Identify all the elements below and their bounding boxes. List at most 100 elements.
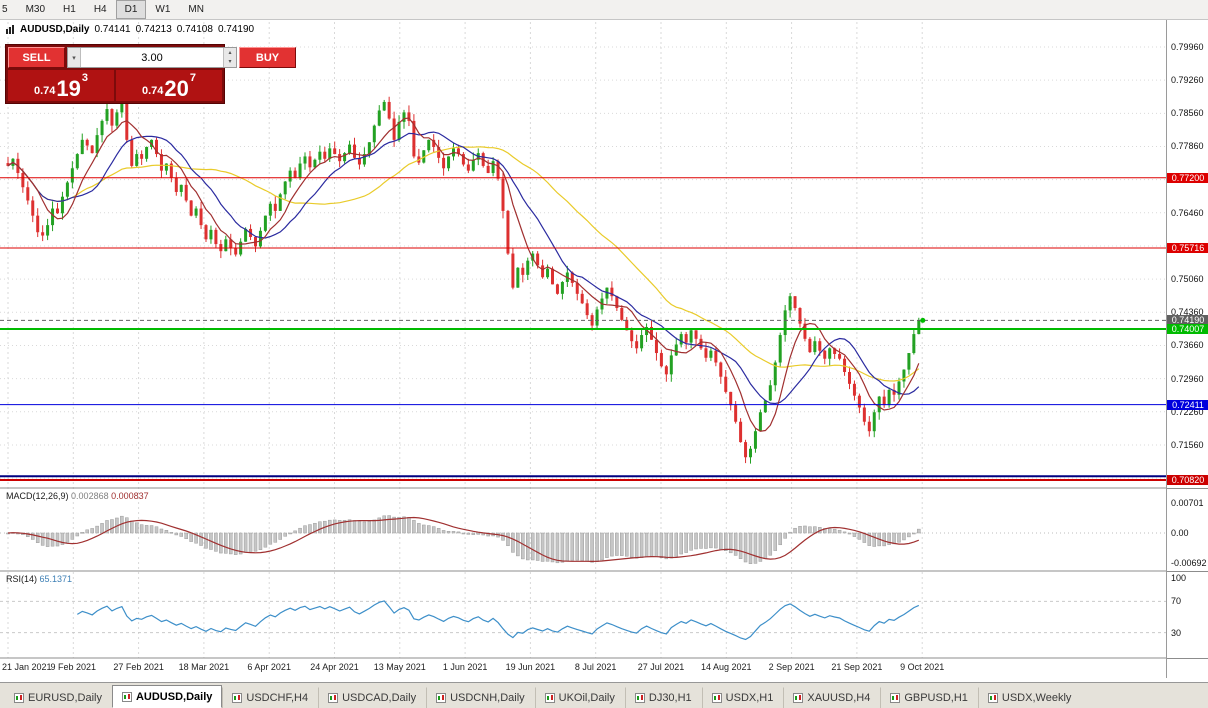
tab-label: USDX,H1	[725, 692, 774, 704]
tab-label: XAUUSD,H4	[807, 692, 871, 704]
ohlc-low: 0.74108	[176, 24, 213, 35]
chevron-up-icon: ▴	[228, 49, 232, 56]
sell-price-prefix: 0.74	[33, 85, 56, 97]
panel-separator	[1167, 571, 1208, 572]
date-label: 1 Jun 2021	[442, 662, 488, 672]
chart-tab-gbpusd-h1[interactable]: GBPUSD,H1	[880, 687, 978, 708]
buy-price-panel[interactable]: 0.74 20 7	[116, 70, 222, 101]
price-tick-label: 0.72260	[1171, 406, 1204, 417]
price-tick-label: 0.71560	[1171, 439, 1204, 450]
rsi-tick-label: 30	[1171, 627, 1182, 638]
date-label: 27 Jul 2021	[637, 662, 685, 672]
price-tick-label: 0.77860	[1171, 141, 1204, 152]
chart-tab-usdx-h1[interactable]: USDX,H1	[701, 687, 784, 708]
panel-separator	[1167, 658, 1208, 659]
macd-indicator-label: MACD(12,26,9) 0.002868 0.000837	[6, 491, 149, 501]
rsi-name: RSI(14)	[6, 574, 38, 584]
sell-button[interactable]: SELL	[8, 47, 65, 68]
candlestick-chart-icon	[121, 691, 132, 702]
date-label: 13 May 2021	[373, 662, 426, 672]
price-chart-canvas[interactable]	[0, 20, 1166, 678]
date-label: 8 Jul 2021	[574, 662, 617, 672]
price-badge: 0.74190	[1167, 315, 1208, 326]
date-label: 2 Sep 2021	[768, 662, 815, 672]
chart-tab-dj30-h1[interactable]: DJ30,H1	[624, 687, 702, 708]
macd-tick-label: 0.00	[1171, 528, 1189, 538]
price-tick-label: 0.78560	[1171, 108, 1204, 119]
buy-button[interactable]: BUY	[239, 47, 296, 68]
buy-price-big: 20	[164, 76, 189, 101]
rsi-tick-label: 100	[1171, 573, 1187, 583]
time-axis[interactable]: 21 Jan 2021 9 Feb 2021 27 Feb 2021 18 Mar 2…	[0, 658, 1166, 678]
chevron-down-icon: ▾	[72, 54, 76, 62]
tab-label: USDCAD,Daily	[342, 692, 417, 704]
timeframe-button-5[interactable]: 5	[0, 0, 17, 19]
tab-label: USDCNH,Daily	[450, 692, 525, 704]
candlestick-chart-icon	[987, 693, 998, 703]
candlestick-chart-icon	[544, 693, 555, 703]
date-label: 14 Aug 2021	[701, 662, 752, 672]
price-tick-label: 0.79960	[1171, 42, 1204, 52]
tab-label: AUDUSD,Daily	[135, 690, 213, 703]
volume-dropdown-button[interactable]: ▾	[68, 48, 81, 67]
volume-spinner: ▴ ▾	[223, 48, 236, 67]
candlestick-chart-icon	[328, 693, 339, 703]
trade-controls-row: SELL ▾ ▴ ▾ BUY	[8, 47, 296, 68]
candlestick-chart-icon	[890, 693, 901, 703]
sell-price-pip: 3	[81, 72, 89, 84]
chart-tab-audusd-daily[interactable]: AUDUSD,Daily	[111, 685, 223, 708]
price-tick-label: 0.76460	[1171, 207, 1204, 218]
candlestick-chart-icon	[711, 693, 722, 703]
price-axis[interactable]: 0.79960 0.79260 0.78560 0.77860 0.76460 0.750…	[1166, 20, 1208, 678]
volume-input[interactable]	[81, 48, 223, 67]
date-label: 19 Jun 2021	[505, 662, 556, 672]
macd-signal-value: 0.000837	[111, 491, 149, 501]
timeframe-button-h1[interactable]: H1	[54, 0, 85, 19]
volume-down-button[interactable]: ▾	[224, 57, 236, 67]
chart-area: 0.79960 0.79260 0.78560 0.77860 0.76460 0.750…	[0, 20, 1208, 682]
ohlc-open: 0.74141	[94, 24, 131, 35]
trade-prices-row: 0.74 19 3 0.74 20 7	[8, 70, 222, 101]
ohlc-high: 0.74213	[135, 24, 172, 35]
price-tick-label: 0.72960	[1171, 373, 1204, 384]
rsi-tick-label: 70	[1171, 596, 1182, 607]
macd-name: MACD(12,26,9)	[6, 491, 69, 501]
buy-price-pip: 7	[189, 72, 197, 84]
chart-tab-eurusd-daily[interactable]: EURUSD,Daily	[4, 687, 112, 708]
date-label: 21 Sep 2021	[831, 662, 883, 672]
date-label: 9 Oct 2021	[900, 662, 945, 672]
macd-tick-label: 0.00701	[1171, 497, 1204, 508]
chart-tab-ukoil-daily[interactable]: UKOil,Daily	[534, 687, 625, 708]
price-badge: 0.70820	[1167, 475, 1208, 485]
timeframe-button-mn[interactable]: MN	[179, 0, 213, 19]
candlestick-chart-icon	[436, 693, 447, 703]
candlestick-chart-icon	[634, 693, 645, 703]
symbol-name: AUDUSD,Daily	[20, 24, 90, 35]
chart-title: AUDUSD,Daily 0.74141 0.74213 0.74108 0.7…	[6, 24, 254, 35]
date-label: 6 Apr 2021	[247, 662, 291, 672]
chart-tab-xauusd-h4[interactable]: XAUUSD,H4	[783, 687, 880, 708]
ohlc-close: 0.74190	[217, 24, 255, 35]
timeframe-button-w1[interactable]: W1	[146, 0, 179, 19]
candlestick-chart-icon	[232, 693, 243, 703]
one-click-trading-widget: SELL ▾ ▴ ▾ BUY 0.74 19 3 0	[5, 44, 296, 104]
chart-tabs-bar: EURUSD,Daily AUDUSD,Daily USDCHF,H4 USDCAD,…	[0, 682, 1208, 708]
date-label: 9 Feb 2021	[50, 662, 97, 672]
price-badge: 0.74007	[1167, 324, 1208, 335]
chart-tab-usdchf-h4[interactable]: USDCHF,H4	[222, 687, 318, 708]
price-badge: 0.77200	[1167, 172, 1208, 183]
chart-tab-usdcnh-daily[interactable]: USDCNH,Daily	[426, 687, 535, 708]
chart-tab-usdcad-daily[interactable]: USDCAD,Daily	[318, 687, 426, 708]
chevron-down-icon: ▾	[228, 59, 232, 66]
chart-tab-usdx-weekly[interactable]: USDX,Weekly	[977, 687, 1081, 708]
timeframe-button-d1[interactable]: D1	[115, 0, 147, 19]
panel-separator	[1167, 488, 1208, 489]
volume-up-button[interactable]: ▴	[224, 48, 236, 58]
timeframe-button-h4[interactable]: H4	[85, 0, 116, 19]
date-label: 21 Jan 2021	[2, 662, 52, 672]
sell-price-panel[interactable]: 0.74 19 3	[8, 70, 114, 101]
timeframe-button-m30[interactable]: M30	[17, 0, 54, 19]
price-tick-label: 0.79260	[1171, 75, 1204, 86]
date-label: 24 Apr 2021	[310, 662, 359, 672]
macd-main-value: 0.002868	[71, 491, 109, 501]
